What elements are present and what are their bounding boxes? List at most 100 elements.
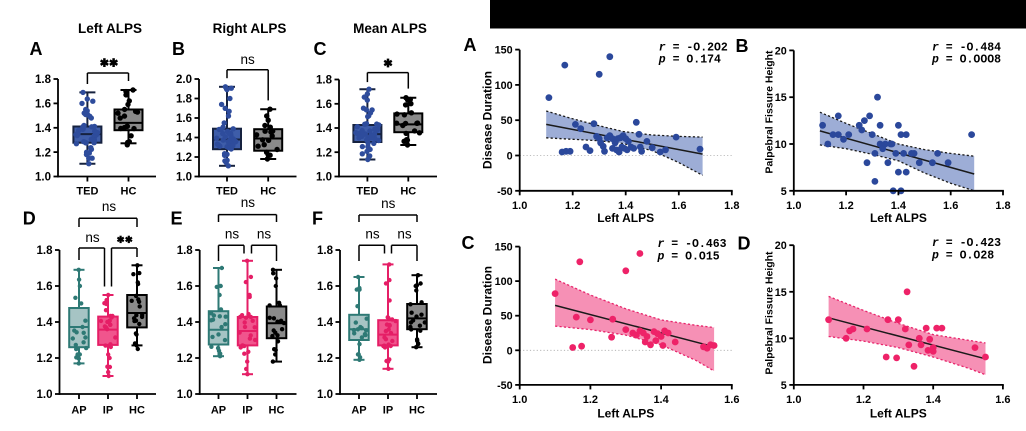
svg-text:ns: ns: [381, 196, 396, 211]
svg-text:50: 50: [501, 115, 513, 127]
svg-text:100: 100: [495, 80, 513, 92]
svg-text:Left ALPS: Left ALPS: [597, 407, 654, 421]
svg-text:Left ALPS: Left ALPS: [870, 407, 927, 421]
svg-text:15: 15: [775, 92, 787, 104]
svg-text:E: E: [170, 209, 182, 229]
svg-text:15: 15: [775, 287, 787, 299]
svg-text:1.4: 1.4: [177, 317, 194, 329]
svg-text:TED: TED: [216, 186, 238, 198]
svg-text:D: D: [23, 209, 36, 229]
svg-text:B: B: [736, 36, 749, 56]
svg-text:1.6: 1.6: [176, 113, 192, 125]
svg-text:r = -O.484: r = -O.484: [932, 41, 1001, 54]
svg-text:1.6: 1.6: [37, 281, 53, 293]
svg-text:1.4: 1.4: [618, 200, 634, 212]
svg-text:1.2: 1.2: [176, 152, 192, 164]
svg-text:Palpebral Fissure Height: Palpebral Fissure Height: [764, 251, 776, 375]
svg-text:AP: AP: [351, 405, 366, 417]
svg-text:ns: ns: [240, 52, 255, 67]
svg-text:1.0: 1.0: [177, 389, 193, 401]
svg-text:A: A: [464, 35, 477, 55]
svg-text:1.0: 1.0: [786, 394, 801, 406]
svg-text:p = O.174: p = O.174: [658, 54, 721, 67]
svg-text:5: 5: [781, 380, 787, 392]
svg-text:ns: ns: [241, 195, 256, 210]
svg-text:1.6: 1.6: [317, 281, 333, 293]
svg-text:1.8: 1.8: [176, 94, 193, 106]
svg-text:D: D: [738, 234, 751, 254]
svg-text:AP: AP: [71, 405, 86, 417]
svg-text:ns: ns: [102, 199, 117, 214]
svg-text:1.0: 1.0: [512, 200, 527, 212]
svg-text:1.6: 1.6: [316, 99, 332, 111]
svg-text:1.2: 1.2: [583, 394, 598, 406]
svg-text:Right ALPS: Right ALPS: [213, 21, 287, 36]
svg-text:1.2: 1.2: [856, 394, 871, 406]
svg-text:p = O.OOO8: p = O.OOO8: [931, 54, 1001, 67]
svg-text:1.6: 1.6: [943, 200, 958, 212]
svg-text:1.0: 1.0: [176, 172, 192, 184]
svg-text:-50: -50: [497, 380, 513, 392]
svg-text:10: 10: [775, 139, 787, 151]
svg-text:p = O.O15: p = O.O15: [657, 250, 720, 263]
svg-text:IP: IP: [383, 405, 393, 417]
svg-text:1.2: 1.2: [316, 147, 332, 159]
svg-text:1.6: 1.6: [35, 99, 51, 111]
svg-text:1.0: 1.0: [316, 172, 332, 184]
svg-text:1.4: 1.4: [37, 317, 54, 329]
svg-text:HC: HC: [121, 186, 137, 198]
svg-text:ns: ns: [397, 227, 412, 242]
svg-text:1.8: 1.8: [317, 245, 334, 257]
svg-text:1.0: 1.0: [786, 200, 801, 212]
svg-text:1.2: 1.2: [37, 353, 53, 365]
svg-text:1.4: 1.4: [653, 394, 669, 406]
svg-text:50: 50: [501, 311, 513, 323]
svg-text:IP: IP: [242, 405, 252, 417]
svg-text:Left ALPS: Left ALPS: [78, 21, 142, 36]
svg-text:1.4: 1.4: [317, 317, 334, 329]
svg-text:1.2: 1.2: [838, 200, 853, 212]
svg-text:20: 20: [775, 240, 787, 252]
svg-text:F: F: [312, 209, 323, 229]
svg-text:1.4: 1.4: [176, 133, 193, 145]
svg-text:HC: HC: [400, 186, 416, 198]
svg-text:100: 100: [495, 276, 513, 288]
svg-text:HC: HC: [129, 405, 145, 417]
svg-text:Left ALPS: Left ALPS: [597, 211, 654, 225]
svg-text:ns: ns: [257, 227, 272, 242]
svg-text:r = -O.463: r = -O.463: [658, 238, 727, 251]
svg-text:150: 150: [495, 45, 513, 57]
svg-text:-50: -50: [497, 186, 513, 198]
svg-text:1.0: 1.0: [35, 172, 51, 184]
svg-text:150: 150: [495, 242, 513, 254]
svg-text:1.0: 1.0: [37, 389, 53, 401]
svg-text:TED: TED: [356, 186, 378, 198]
svg-text:1.4: 1.4: [926, 394, 942, 406]
svg-text:TED: TED: [76, 186, 98, 198]
svg-text:C: C: [462, 233, 475, 253]
svg-text:1.2: 1.2: [177, 353, 193, 365]
svg-text:1.8: 1.8: [724, 200, 739, 212]
svg-text:B: B: [172, 39, 185, 59]
svg-text:HC: HC: [269, 405, 285, 417]
svg-text:Disease Duration: Disease Duration: [481, 266, 495, 364]
svg-text:1.6: 1.6: [671, 200, 686, 212]
svg-text:ns: ns: [85, 230, 100, 245]
svg-text:1.6: 1.6: [995, 394, 1010, 406]
svg-text:1.2: 1.2: [565, 200, 580, 212]
svg-text:1.8: 1.8: [177, 245, 194, 257]
svg-text:1.0: 1.0: [512, 394, 527, 406]
svg-text:1.6: 1.6: [724, 394, 739, 406]
svg-text:1.0: 1.0: [317, 389, 333, 401]
svg-text:C: C: [314, 39, 327, 59]
svg-text:5: 5: [781, 186, 787, 198]
svg-text:1.4: 1.4: [891, 200, 907, 212]
svg-text:1.8: 1.8: [37, 245, 54, 257]
svg-text:IP: IP: [103, 405, 113, 417]
svg-text:1.8: 1.8: [35, 74, 52, 86]
svg-text:0: 0: [507, 151, 513, 163]
svg-text:p = O.O28: p = O.O28: [931, 249, 994, 262]
svg-text:10: 10: [775, 333, 787, 345]
svg-text:Disease Duration: Disease Duration: [481, 71, 495, 169]
svg-text:Left ALPS: Left ALPS: [870, 211, 927, 225]
